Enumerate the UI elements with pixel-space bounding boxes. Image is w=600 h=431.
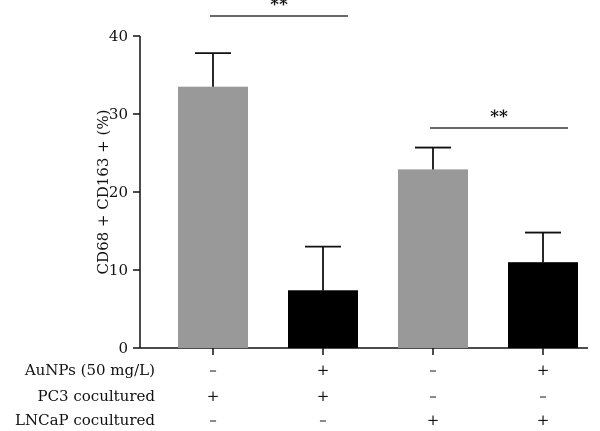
condition-sign: + [207,387,220,405]
condition-sign: + [427,411,440,429]
significance-label: ** [270,0,288,15]
y-tick-label: 10 [109,261,128,279]
y-tick-label: 40 [109,27,128,45]
significance-label: ** [490,107,508,127]
y-tick-label: 20 [109,183,128,201]
condition-row-label: AuNPs (50 mg/L) [24,361,155,379]
condition-sign: – [539,387,547,405]
bar [398,169,468,348]
condition-sign: + [537,361,550,379]
significance-annotations: ** ** [210,0,568,129]
condition-sign: – [429,387,437,405]
condition-sign: – [209,361,217,379]
condition-sign: + [317,387,330,405]
y-axis-label: CD68 + CD163 + (%) [94,110,112,275]
bar [178,86,248,348]
condition-sign: + [317,361,330,379]
condition-sign: – [209,411,217,429]
bar [288,290,358,348]
condition-sign: + [537,411,550,429]
y-tick-label: 0 [118,339,128,357]
bars [178,52,578,348]
condition-table: AuNPs (50 mg/L) – + – + PC3 cocultured + + – – LNC… [15,361,549,429]
y-tick-label: 30 [109,105,128,123]
condition-row-label: PC3 cocultured [37,387,155,405]
condition-row-label: LNCaP cocultured [15,411,155,429]
condition-sign: – [429,361,437,379]
bar [508,262,578,348]
condition-sign: – [319,411,327,429]
